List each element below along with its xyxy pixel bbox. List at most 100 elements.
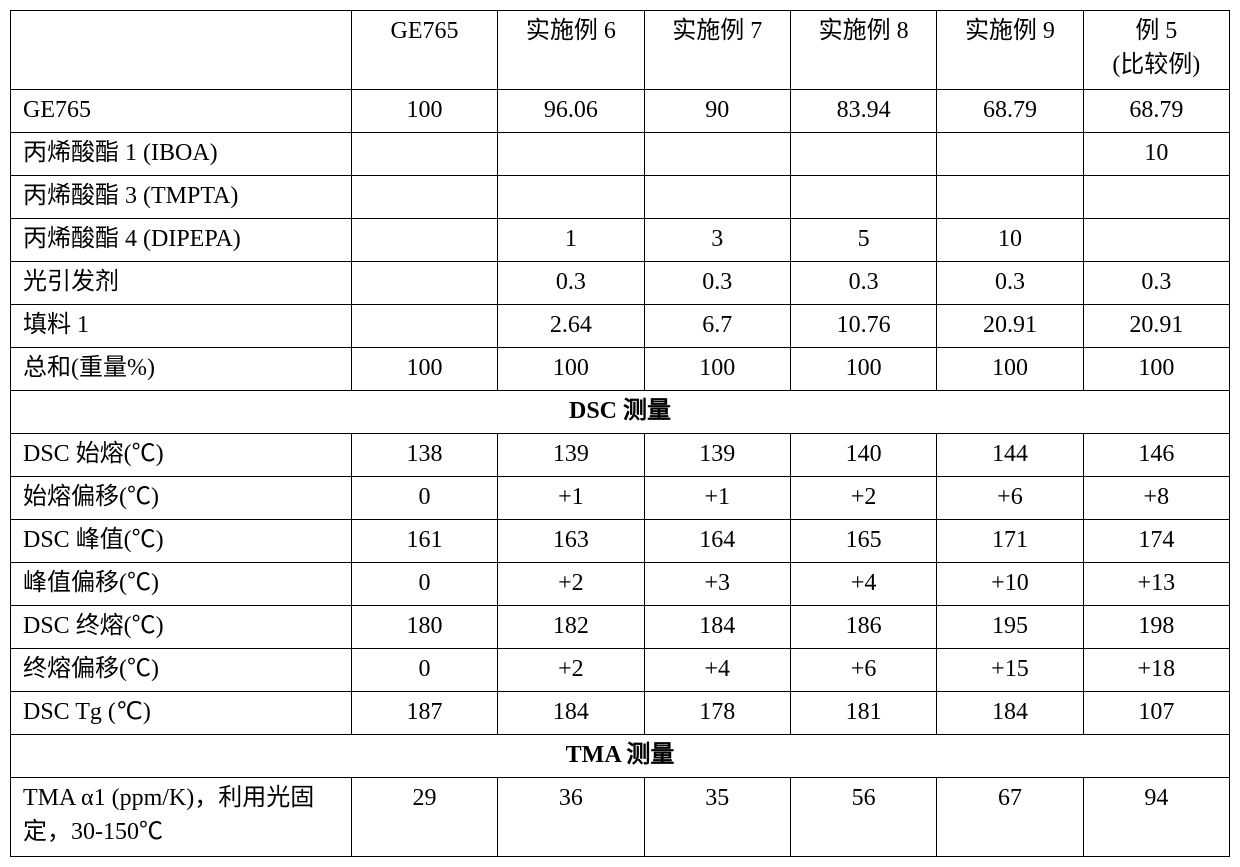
cell: 0.3 bbox=[937, 262, 1083, 305]
table-row: 填料 12.646.710.7620.9120.91 bbox=[11, 305, 1230, 348]
table-row: 峰值偏移(℃)0+2+3+4+10+13 bbox=[11, 563, 1230, 606]
cell: +10 bbox=[937, 563, 1083, 606]
cell: 100 bbox=[351, 348, 497, 391]
cell: 187 bbox=[351, 692, 497, 735]
header-col-6: 例 5(比较例) bbox=[1083, 11, 1229, 90]
cell: 2.64 bbox=[498, 305, 644, 348]
cell: 90 bbox=[644, 90, 790, 133]
cell: +3 bbox=[644, 563, 790, 606]
table-row: 终熔偏移(℃)0+2+4+6+15+18 bbox=[11, 649, 1230, 692]
cell: 67 bbox=[937, 778, 1083, 857]
cell: 5 bbox=[790, 219, 936, 262]
row-label: 峰值偏移(℃) bbox=[11, 563, 352, 606]
cell: 68.79 bbox=[937, 90, 1083, 133]
cell: 0 bbox=[351, 649, 497, 692]
cell: 1 bbox=[498, 219, 644, 262]
cell bbox=[937, 176, 1083, 219]
header-col-3: 实施例 7 bbox=[644, 11, 790, 90]
cell bbox=[937, 133, 1083, 176]
row-label: DSC 终熔(℃) bbox=[11, 606, 352, 649]
table-row: 丙烯酸酯 1 (IBOA) 10 bbox=[11, 133, 1230, 176]
cell: +18 bbox=[1083, 649, 1229, 692]
row-label: 光引发剂 bbox=[11, 262, 352, 305]
table-row: DSC 终熔(℃)180182184186195198 bbox=[11, 606, 1230, 649]
cell: 198 bbox=[1083, 606, 1229, 649]
section-title-dsc: DSC 测量 bbox=[11, 391, 1230, 434]
cell: 140 bbox=[790, 434, 936, 477]
row-label: 终熔偏移(℃) bbox=[11, 649, 352, 692]
cell bbox=[498, 176, 644, 219]
header-col-5: 实施例 9 bbox=[937, 11, 1083, 90]
cell: 56 bbox=[790, 778, 936, 857]
cell: +15 bbox=[937, 649, 1083, 692]
table-row: 总和(重量%)100100100100100100 bbox=[11, 348, 1230, 391]
cell bbox=[790, 133, 936, 176]
cell: +2 bbox=[790, 477, 936, 520]
header-col-2: 实施例 6 bbox=[498, 11, 644, 90]
cell: 139 bbox=[644, 434, 790, 477]
cell: 3 bbox=[644, 219, 790, 262]
cell: 174 bbox=[1083, 520, 1229, 563]
row-label: GE765 bbox=[11, 90, 352, 133]
cell bbox=[644, 176, 790, 219]
table-row: 始熔偏移(℃)0+1+1+2+6+8 bbox=[11, 477, 1230, 520]
row-label: 总和(重量%) bbox=[11, 348, 352, 391]
cell bbox=[351, 176, 497, 219]
table-row: DSC Tg (℃)187184178181184107 bbox=[11, 692, 1230, 735]
cell: 100 bbox=[644, 348, 790, 391]
cell: 165 bbox=[790, 520, 936, 563]
cell bbox=[1083, 176, 1229, 219]
cell: 178 bbox=[644, 692, 790, 735]
cell: 0 bbox=[351, 477, 497, 520]
cell bbox=[351, 219, 497, 262]
row-label: DSC Tg (℃) bbox=[11, 692, 352, 735]
cell: 10 bbox=[1083, 133, 1229, 176]
cell: +6 bbox=[937, 477, 1083, 520]
cell: 182 bbox=[498, 606, 644, 649]
row-label: 丙烯酸酯 3 (TMPTA) bbox=[11, 176, 352, 219]
cell: 0.3 bbox=[790, 262, 936, 305]
row-label: TMA α1 (ppm/K)，利用光固定，30-150℃ bbox=[11, 778, 352, 857]
cell: 184 bbox=[498, 692, 644, 735]
table-row: TMA α1 (ppm/K)，利用光固定，30-150℃293635566794 bbox=[11, 778, 1230, 857]
cell: 184 bbox=[937, 692, 1083, 735]
cell: 96.06 bbox=[498, 90, 644, 133]
cell: 161 bbox=[351, 520, 497, 563]
row-label: 丙烯酸酯 1 (IBOA) bbox=[11, 133, 352, 176]
table-row: DSC 始熔(℃)138139139140144146 bbox=[11, 434, 1230, 477]
cell: 195 bbox=[937, 606, 1083, 649]
cell: 164 bbox=[644, 520, 790, 563]
cell: 100 bbox=[937, 348, 1083, 391]
row-label: DSC 始熔(℃) bbox=[11, 434, 352, 477]
cell: 35 bbox=[644, 778, 790, 857]
cell: 100 bbox=[498, 348, 644, 391]
table-row: DSC 峰值(℃)161163164165171174 bbox=[11, 520, 1230, 563]
cell bbox=[1083, 219, 1229, 262]
cell: 144 bbox=[937, 434, 1083, 477]
table-row: GE76510096.069083.9468.7968.79 bbox=[11, 90, 1230, 133]
cell: 20.91 bbox=[937, 305, 1083, 348]
cell: 29 bbox=[351, 778, 497, 857]
cell bbox=[351, 262, 497, 305]
cell: 0.3 bbox=[644, 262, 790, 305]
header-col-1: GE765 bbox=[351, 11, 497, 90]
row-label: 填料 1 bbox=[11, 305, 352, 348]
cell: +6 bbox=[790, 649, 936, 692]
cell: 171 bbox=[937, 520, 1083, 563]
table-row: 丙烯酸酯 3 (TMPTA) bbox=[11, 176, 1230, 219]
section-header-dsc: DSC 测量 bbox=[11, 391, 1230, 434]
cell: 100 bbox=[351, 90, 497, 133]
cell bbox=[498, 133, 644, 176]
cell: 139 bbox=[498, 434, 644, 477]
cell: 181 bbox=[790, 692, 936, 735]
cell: +1 bbox=[498, 477, 644, 520]
cell: 100 bbox=[790, 348, 936, 391]
cell: 10.76 bbox=[790, 305, 936, 348]
section-title-tma: TMA 测量 bbox=[11, 735, 1230, 778]
cell: 0.3 bbox=[1083, 262, 1229, 305]
row-label: 始熔偏移(℃) bbox=[11, 477, 352, 520]
row-label: DSC 峰值(℃) bbox=[11, 520, 352, 563]
cell bbox=[644, 133, 790, 176]
header-col-4: 实施例 8 bbox=[790, 11, 936, 90]
table-row: 光引发剂0.30.30.30.30.3 bbox=[11, 262, 1230, 305]
